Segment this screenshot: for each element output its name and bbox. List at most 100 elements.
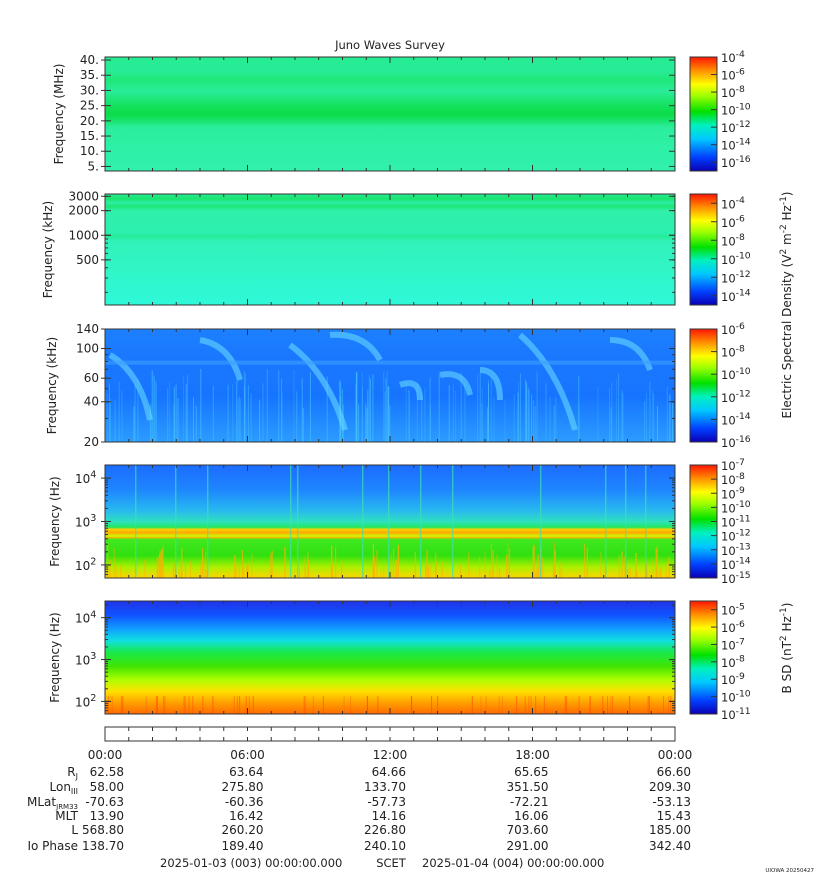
lf-streak — [589, 696, 591, 714]
lf-streak — [201, 548, 204, 578]
lf-streak — [566, 696, 568, 714]
lf-streak — [189, 561, 191, 578]
colorbar-tick-label: 10-14 — [721, 556, 751, 572]
ephemeris-label: MLT — [55, 809, 78, 823]
colorbar-scale — [689, 600, 718, 715]
y-axis-label-p4: Frequency (Hz) — [48, 476, 62, 567]
lf-streak — [183, 696, 185, 714]
streak — [527, 387, 529, 442]
ephemeris-row: Io Phase 138.70 189.40 240.10 291.00 342.40 — [27, 839, 691, 853]
streak — [137, 379, 139, 442]
y-tick-label: 40 — [84, 395, 99, 409]
streak — [488, 383, 489, 442]
lf-streak — [159, 550, 161, 578]
streak — [545, 383, 547, 442]
emission-arc — [288, 342, 348, 431]
colorbar-p4: 10-710-810-910-1010-1110-1210-1310-1410-… — [689, 457, 751, 586]
burst-line — [388, 465, 390, 578]
ephemeris-value: 16.42 — [229, 809, 263, 823]
streak — [408, 390, 410, 442]
streak — [155, 381, 157, 442]
lf-streak — [537, 554, 539, 578]
streak — [259, 399, 261, 442]
ephemeris-label: RJ — [67, 765, 78, 781]
lf-streak — [304, 566, 306, 578]
streak — [266, 369, 268, 442]
colorbar-tick-label: 10-14 — [721, 411, 751, 427]
lf-streak — [414, 551, 416, 578]
y-tick-label: 102 — [75, 557, 96, 573]
streak — [611, 382, 613, 442]
ephemeris-label: LonIII — [50, 780, 79, 796]
streak — [149, 404, 151, 442]
streak — [195, 405, 197, 442]
panel-p1: 40.35.30. 25.20.15.10.5. Frequency (MHz) 10… — [52, 49, 751, 174]
ephemeris-value: -53.13 — [652, 795, 691, 809]
lf-streak — [618, 555, 620, 578]
lf-streak — [251, 553, 253, 578]
lf-streak — [120, 696, 122, 714]
lf-streak — [411, 696, 413, 714]
time-range-start: 2025-01-03 (003) 00:00:00.000 — [160, 856, 342, 870]
y-tick-label: 5. — [88, 159, 99, 173]
streak — [167, 388, 169, 442]
lf-streak — [484, 550, 486, 578]
lf-streak — [652, 558, 654, 578]
streak — [383, 371, 385, 442]
lf-streak — [312, 696, 314, 714]
streak — [430, 405, 431, 442]
streak — [177, 398, 179, 442]
colorbar-tick-label: 10-15 — [721, 570, 751, 586]
lf-streak — [506, 555, 508, 578]
lf-streak — [156, 556, 158, 578]
lf-streak — [499, 568, 501, 578]
lf-streak — [429, 563, 431, 578]
colorbar-tick-label: 10-7 — [721, 457, 745, 473]
lf-streak — [553, 542, 555, 578]
lf-streak — [489, 570, 491, 578]
colorbar-tick-label: 10-11 — [721, 513, 751, 529]
colorbar-scale — [689, 193, 718, 306]
emission-arc — [398, 380, 423, 401]
ephemeris-value: 16.06 — [514, 809, 548, 823]
lf-streak — [655, 548, 657, 578]
ephemeris-value: 58.00 — [90, 780, 124, 794]
lf-streak — [331, 545, 333, 578]
ephemeris-value: 291.00 — [507, 839, 549, 853]
lf-streak — [646, 562, 648, 578]
spectrogram-p1 — [105, 57, 675, 171]
lf-streak — [157, 557, 159, 578]
lf-streak — [271, 550, 273, 578]
lf-streak — [392, 548, 395, 578]
streak — [262, 383, 264, 442]
colorbar-tick-label: 10-8 — [721, 84, 745, 100]
streak — [153, 375, 155, 442]
colorbar-scale — [689, 328, 718, 443]
streak — [361, 386, 363, 442]
streak — [622, 393, 624, 442]
streak — [187, 374, 188, 442]
lf-streak — [304, 696, 306, 714]
streak — [239, 398, 241, 442]
emission-features-p4 — [106, 465, 676, 578]
streak — [107, 393, 109, 442]
streak — [175, 384, 177, 442]
ephemeris-value: 64.66 — [372, 765, 406, 779]
colorbar-tick-label: 10-10 — [721, 366, 751, 382]
ephemeris-row: L 568.80 260.20 226.80 703.60 185.00 — [71, 823, 691, 837]
lf-streak — [612, 696, 614, 714]
lf-streak — [270, 553, 272, 578]
lf-streak — [243, 567, 245, 578]
streak — [477, 374, 479, 442]
streak — [182, 375, 184, 442]
colorbar-tick-label: 10-16 — [721, 154, 751, 170]
y-tick-label: 100 — [76, 342, 99, 356]
streak — [481, 403, 483, 442]
lf-streak — [441, 561, 443, 578]
streak — [243, 371, 245, 442]
lf-streak — [425, 563, 427, 578]
streak — [309, 372, 311, 442]
streak — [200, 369, 202, 442]
streak — [365, 403, 367, 442]
